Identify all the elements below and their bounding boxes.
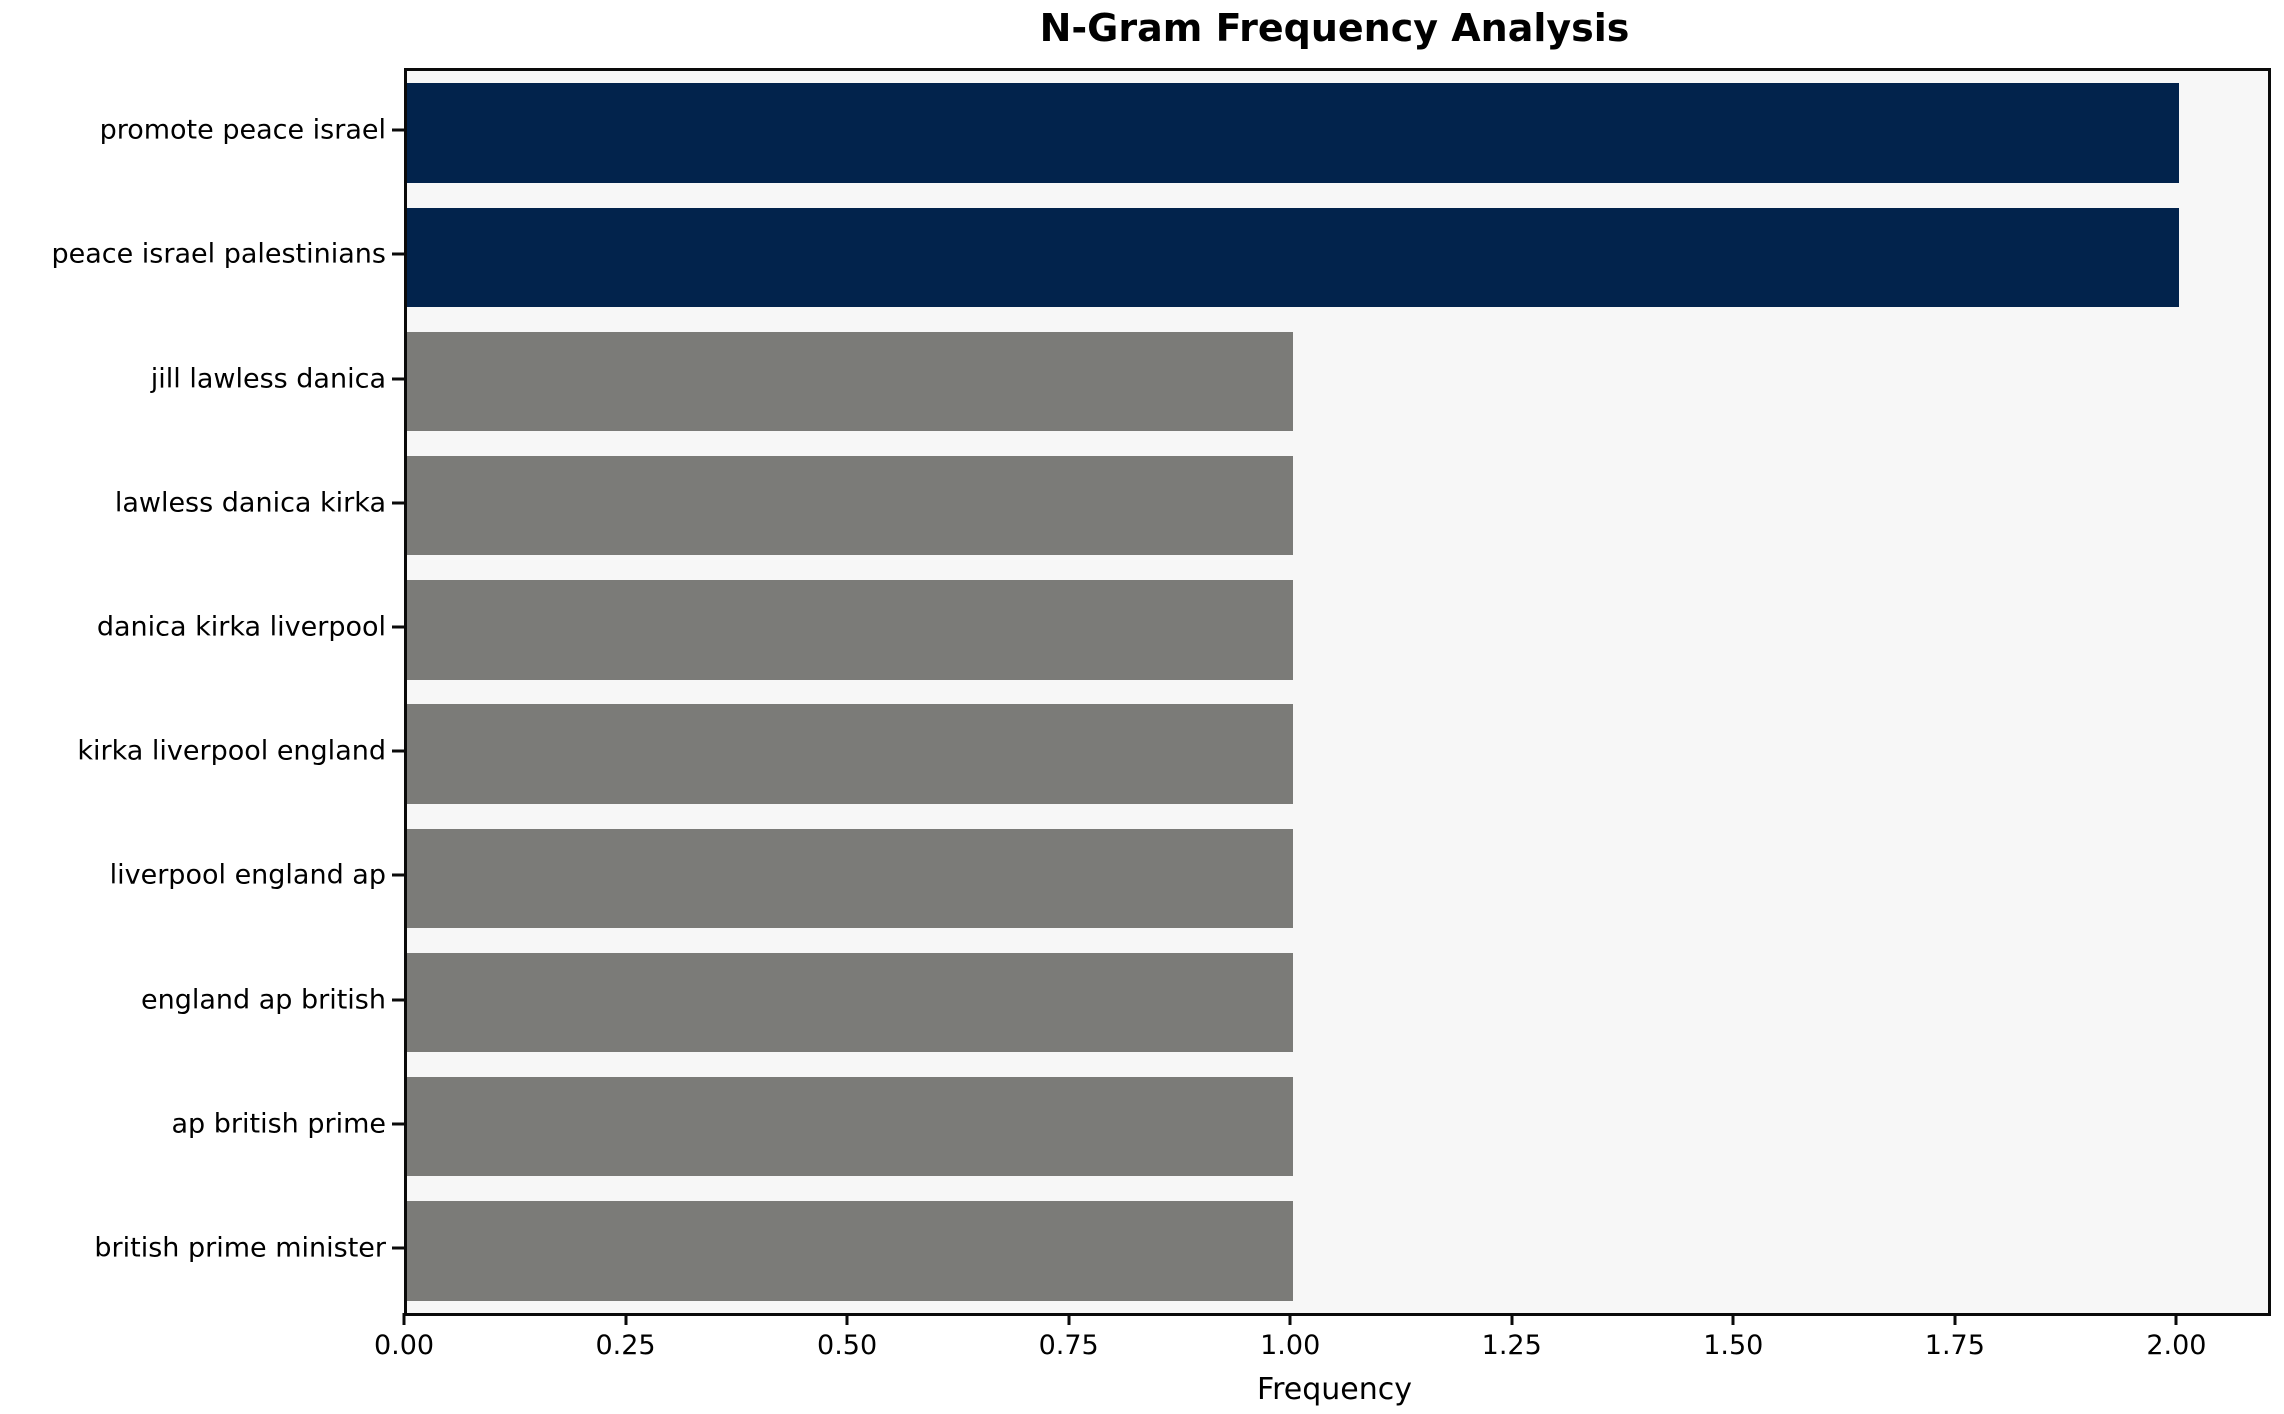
x-tick-label: 0.00 bbox=[373, 1330, 435, 1361]
y-tick-label: jill lawless danica bbox=[150, 363, 386, 394]
y-tick-label: danica kirka liverpool bbox=[96, 611, 386, 643]
x-tick-mark bbox=[2174, 1313, 2178, 1325]
y-tick-mark bbox=[392, 128, 404, 132]
y-tick-mark bbox=[392, 998, 404, 1001]
y-tick-mark bbox=[392, 1122, 404, 1126]
y-tick-label: england ap british bbox=[140, 984, 386, 1015]
x-tick-mark bbox=[1510, 1313, 1514, 1325]
y-tick-mark bbox=[392, 625, 404, 629]
x-tick-label: 0.75 bbox=[1038, 1330, 1099, 1361]
y-tick-mark bbox=[392, 749, 404, 753]
x-axis-label: Frequency bbox=[1257, 1372, 1412, 1407]
x-tick-mark bbox=[1731, 1313, 1735, 1325]
y-tick-mark bbox=[392, 252, 404, 256]
y-tick-label: liverpool england ap bbox=[109, 859, 386, 891]
bar-kirka-liverpool-england bbox=[407, 704, 1294, 804]
x-tick-label: 0.50 bbox=[817, 1330, 878, 1361]
y-tick-label: peace israel palestinians bbox=[51, 238, 386, 270]
x-tick-label: 1.25 bbox=[1481, 1330, 1542, 1361]
y-tick-mark bbox=[392, 377, 404, 380]
x-tick-mark bbox=[845, 1313, 849, 1325]
bar-danica-kirka-liverpool bbox=[407, 580, 1294, 680]
bar-lawless-danica-kirka bbox=[407, 456, 1294, 556]
y-tick-mark bbox=[392, 1246, 404, 1250]
bar-liverpool-england-ap bbox=[407, 828, 1294, 928]
x-tick-mark bbox=[1288, 1313, 1292, 1325]
y-tick-label: promote peace israel bbox=[99, 114, 386, 146]
chart-title: N-Gram Frequency Analysis bbox=[1039, 6, 1630, 50]
x-tick-label: 1.00 bbox=[1260, 1330, 1321, 1361]
x-tick-mark bbox=[402, 1313, 406, 1325]
bar-england-ap-british bbox=[407, 952, 1294, 1053]
bar-british-prime-minister bbox=[407, 1201, 1294, 1301]
y-tick-mark bbox=[392, 501, 404, 505]
plot-area bbox=[404, 68, 2271, 1316]
y-tick-mark bbox=[392, 873, 404, 877]
y-tick-label: ap british prime bbox=[171, 1108, 386, 1140]
y-tick-label: lawless danica kirka bbox=[114, 487, 386, 519]
y-tick-label: kirka liverpool england bbox=[77, 735, 386, 767]
bar-ap-british-prime bbox=[407, 1077, 1294, 1177]
x-tick-label: 1.50 bbox=[1703, 1330, 1764, 1361]
y-tick-label: british prime minister bbox=[94, 1232, 386, 1264]
bar-promote-peace-israel bbox=[407, 83, 2180, 183]
x-tick-mark bbox=[1067, 1313, 1071, 1325]
bar-jill-lawless-danica bbox=[407, 331, 1294, 432]
x-tick-mark bbox=[624, 1313, 628, 1325]
x-tick-mark bbox=[1953, 1313, 1957, 1325]
x-tick-label: 2.00 bbox=[2146, 1330, 2207, 1361]
bar-peace-israel-palestinians bbox=[407, 207, 2180, 307]
x-tick-label: 1.75 bbox=[1924, 1330, 1985, 1361]
x-tick-label: 0.25 bbox=[595, 1330, 656, 1361]
